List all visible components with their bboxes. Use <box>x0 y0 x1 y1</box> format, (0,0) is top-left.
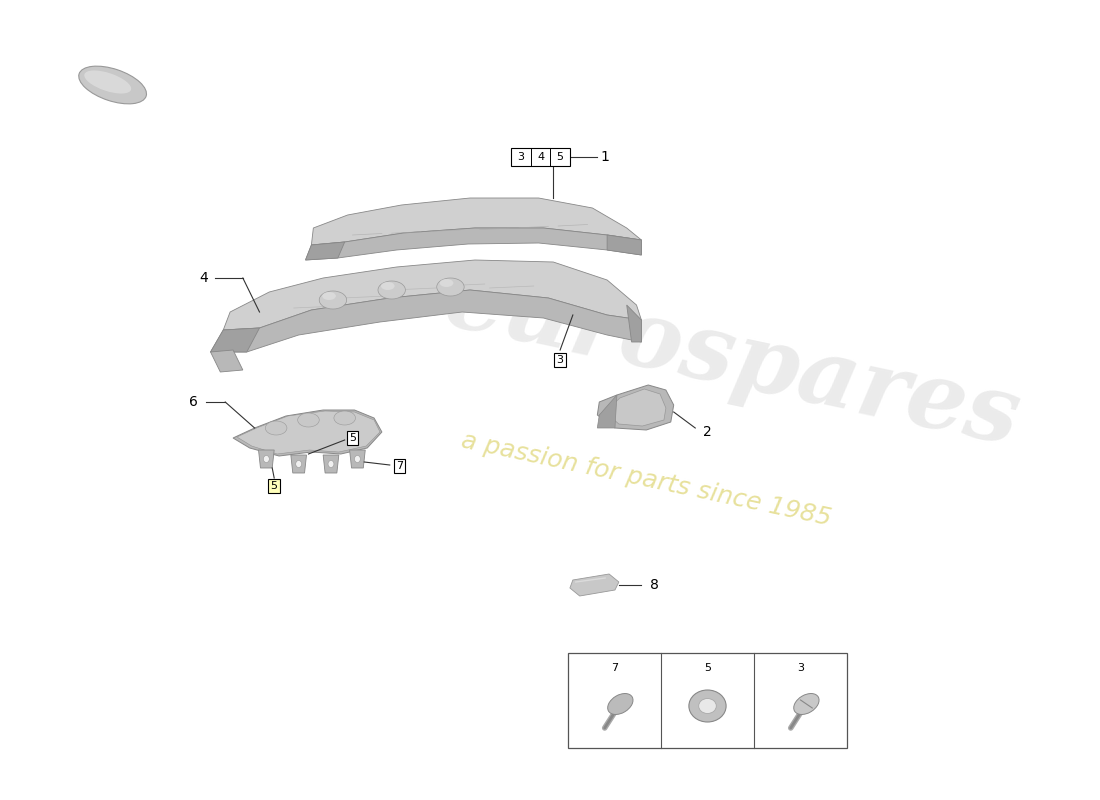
Text: 2: 2 <box>703 425 712 439</box>
Text: 5: 5 <box>271 481 277 491</box>
Polygon shape <box>607 235 641 255</box>
Polygon shape <box>210 350 243 372</box>
Ellipse shape <box>265 421 287 435</box>
Text: 5: 5 <box>349 433 356 443</box>
Text: 4: 4 <box>199 271 208 285</box>
Polygon shape <box>233 410 382 456</box>
Polygon shape <box>597 395 617 428</box>
Bar <box>512 148 570 166</box>
Polygon shape <box>210 328 260 352</box>
Bar <box>568 653 847 748</box>
Ellipse shape <box>354 455 361 462</box>
Ellipse shape <box>298 413 319 427</box>
Polygon shape <box>570 574 619 596</box>
Text: 7: 7 <box>396 461 403 471</box>
Text: eurospares: eurospares <box>437 255 1028 465</box>
Ellipse shape <box>296 461 301 467</box>
Polygon shape <box>350 450 365 468</box>
Polygon shape <box>210 290 641 352</box>
Text: 3: 3 <box>798 663 804 673</box>
Ellipse shape <box>698 698 716 714</box>
Polygon shape <box>627 305 641 342</box>
Ellipse shape <box>437 278 464 296</box>
Ellipse shape <box>689 690 726 722</box>
Text: 3: 3 <box>557 355 563 365</box>
Ellipse shape <box>79 66 146 104</box>
Text: 1: 1 <box>601 150 609 164</box>
Text: 7: 7 <box>610 663 618 673</box>
Text: 3: 3 <box>517 152 525 162</box>
Polygon shape <box>290 455 307 473</box>
Polygon shape <box>323 455 339 473</box>
Text: 8: 8 <box>650 578 659 592</box>
Ellipse shape <box>85 70 131 94</box>
Ellipse shape <box>328 461 334 467</box>
Polygon shape <box>605 389 665 426</box>
Ellipse shape <box>334 411 355 425</box>
Ellipse shape <box>607 694 632 714</box>
Polygon shape <box>223 260 641 330</box>
Polygon shape <box>306 228 641 260</box>
Ellipse shape <box>440 279 453 287</box>
Text: a passion for parts since 1985: a passion for parts since 1985 <box>459 429 834 531</box>
Text: 4: 4 <box>537 152 544 162</box>
Text: 6: 6 <box>189 395 198 409</box>
Polygon shape <box>597 385 673 430</box>
Ellipse shape <box>381 282 395 290</box>
Ellipse shape <box>378 281 406 299</box>
Ellipse shape <box>319 291 346 309</box>
Polygon shape <box>258 450 274 468</box>
Ellipse shape <box>322 292 335 300</box>
Text: 5: 5 <box>557 152 563 162</box>
Polygon shape <box>311 198 641 245</box>
Text: 5: 5 <box>704 663 711 673</box>
Ellipse shape <box>263 455 270 462</box>
Polygon shape <box>306 242 344 260</box>
Ellipse shape <box>794 694 820 714</box>
Polygon shape <box>236 411 380 454</box>
